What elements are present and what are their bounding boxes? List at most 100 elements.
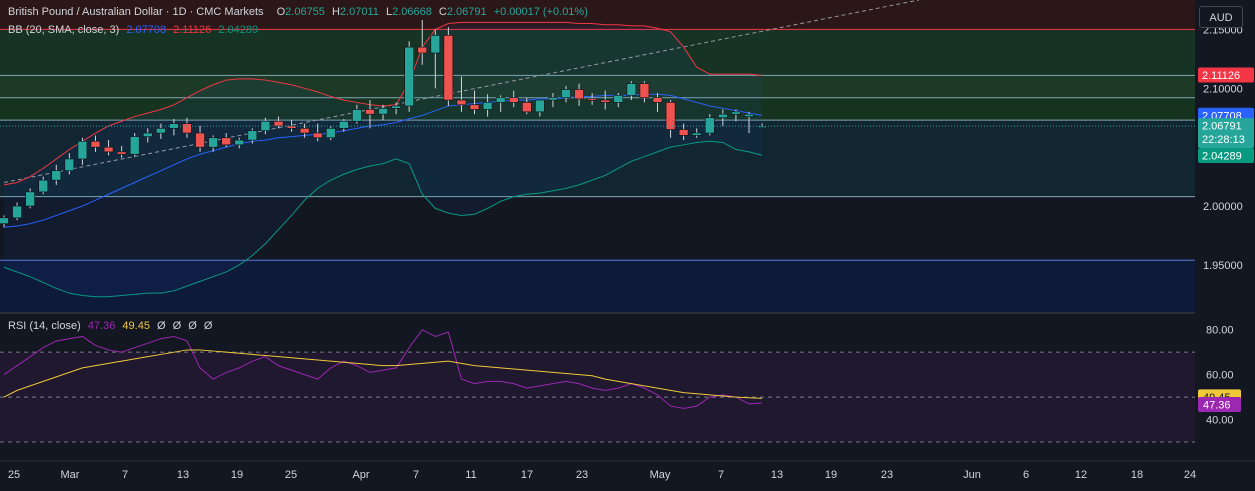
time-tick-label: May	[650, 469, 671, 481]
bb-upper-value: 2.11126	[173, 24, 211, 36]
candle-body[interactable]	[209, 138, 218, 147]
candle-body[interactable]	[614, 95, 623, 102]
price-label: 2.04289	[1202, 151, 1242, 163]
ohlc-close: C2.06791	[439, 6, 487, 18]
symbol-legend: British Pound / Australian Dollar · 1D ·…	[8, 6, 592, 18]
ohlc-open: O2.06755	[277, 6, 325, 18]
candle-body[interactable]	[104, 147, 113, 152]
price-label: 2.06791	[1202, 121, 1242, 133]
time-tick-label: Jun	[963, 469, 981, 481]
candle-body[interactable]	[13, 206, 22, 218]
candle-body[interactable]	[744, 114, 753, 116]
currency-button[interactable]: AUD	[1199, 6, 1243, 28]
bb-lower-value: 2.04289	[218, 24, 258, 36]
rsi-value-label: 47.36	[1203, 400, 1231, 412]
candle-body[interactable]	[52, 171, 61, 180]
countdown-label: 22:28:13	[1202, 134, 1245, 146]
ohlc-change: +0.00017 (+0.01%)	[494, 6, 588, 18]
candle-body[interactable]	[653, 98, 662, 103]
candle-body[interactable]	[548, 98, 557, 100]
candle-body[interactable]	[326, 128, 335, 137]
candle-body[interactable]	[601, 100, 610, 102]
bb-legend[interactable]: BB (20, SMA, close, 3) 2.07708 2.11126 2…	[8, 24, 262, 36]
time-tick-label: 17	[521, 469, 533, 481]
price-tick-label: 2.00000	[1203, 201, 1243, 213]
price-label: 2.11126	[1202, 70, 1240, 82]
candle-body[interactable]	[444, 35, 453, 100]
candle-body[interactable]	[39, 180, 48, 192]
candle-body[interactable]	[117, 152, 126, 154]
candle-body[interactable]	[496, 98, 505, 103]
candle-body[interactable]	[588, 99, 597, 101]
price-tick-label: 2.10000	[1203, 83, 1243, 95]
candle-body[interactable]	[483, 102, 492, 109]
candle-body[interactable]	[222, 138, 231, 145]
time-tick-label: 7	[413, 469, 419, 481]
candle-body[interactable]	[679, 130, 688, 136]
time-tick-label: 7	[122, 469, 128, 481]
time-tick-label: 24	[1184, 469, 1196, 481]
candle-body[interactable]	[731, 112, 740, 114]
time-tick-label: 11	[465, 469, 476, 481]
time-tick-label: Apr	[352, 469, 369, 481]
candle-body[interactable]	[575, 89, 584, 98]
candle-body[interactable]	[78, 141, 87, 159]
candle-body[interactable]	[562, 89, 571, 97]
candle-body[interactable]	[65, 159, 74, 171]
candle-body[interactable]	[182, 124, 191, 133]
rsi-ma-value: 49.45	[122, 320, 150, 332]
candle-body[interactable]	[248, 131, 257, 140]
candle-body[interactable]	[196, 133, 205, 147]
candle-body[interactable]	[627, 84, 636, 96]
candle-body[interactable]	[130, 137, 139, 155]
candle-body[interactable]	[705, 118, 714, 133]
candle-body[interactable]	[365, 109, 374, 114]
time-tick-label: 18	[1131, 469, 1143, 481]
candle-body[interactable]	[535, 100, 544, 112]
time-tick-label: 23	[881, 469, 893, 481]
time-tick-label: 25	[285, 469, 297, 481]
candle-body[interactable]	[692, 133, 701, 135]
candle-body[interactable]	[261, 121, 270, 130]
candle-body[interactable]	[339, 121, 348, 128]
time-tick-label: 12	[1075, 469, 1087, 481]
candle-body[interactable]	[143, 133, 152, 137]
time-tick-label: 6	[1023, 469, 1029, 481]
bb-basis-value: 2.07708	[126, 24, 166, 36]
rsi-empty-2: Ø	[173, 320, 182, 332]
candle-body[interactable]	[718, 114, 727, 118]
time-tick-label: 23	[576, 469, 588, 481]
candle-body[interactable]	[91, 141, 100, 147]
time-tick-label: 13	[177, 469, 189, 481]
time-tick-label: 19	[825, 469, 837, 481]
candle-body[interactable]	[313, 133, 322, 138]
candle-body[interactable]	[379, 108, 388, 114]
candle-body[interactable]	[666, 102, 675, 129]
candle-body[interactable]	[522, 102, 531, 111]
candle-body[interactable]	[509, 98, 518, 103]
symbol-title[interactable]: British Pound / Australian Dollar · 1D ·…	[8, 6, 264, 18]
candle-body[interactable]	[156, 128, 165, 133]
candle-body[interactable]	[431, 35, 440, 53]
candle-body[interactable]	[640, 84, 649, 98]
ohlc-high: H2.07011	[332, 6, 379, 18]
candle-body[interactable]	[26, 192, 35, 206]
candle-body[interactable]	[457, 100, 466, 105]
rsi-label: RSI (14, close)	[8, 320, 81, 332]
time-tick-label: Mar	[61, 469, 80, 481]
candle-body[interactable]	[418, 47, 427, 53]
candle-body[interactable]	[392, 106, 401, 108]
rsi-value: 47.36	[88, 320, 116, 332]
candle-body[interactable]	[0, 218, 9, 224]
candle-body[interactable]	[352, 109, 361, 121]
time-tick-label: 7	[718, 469, 724, 481]
candle-body[interactable]	[274, 121, 283, 126]
rsi-legend[interactable]: RSI (14, close) 47.36 49.45 Ø Ø Ø Ø	[8, 320, 216, 332]
rsi-tick-label: 80.00	[1206, 325, 1234, 337]
candle-body[interactable]	[405, 47, 414, 106]
candle-body[interactable]	[300, 128, 309, 133]
ohlc-low: L2.06668	[386, 6, 432, 18]
candle-body[interactable]	[470, 105, 479, 110]
candle-body[interactable]	[235, 140, 244, 145]
